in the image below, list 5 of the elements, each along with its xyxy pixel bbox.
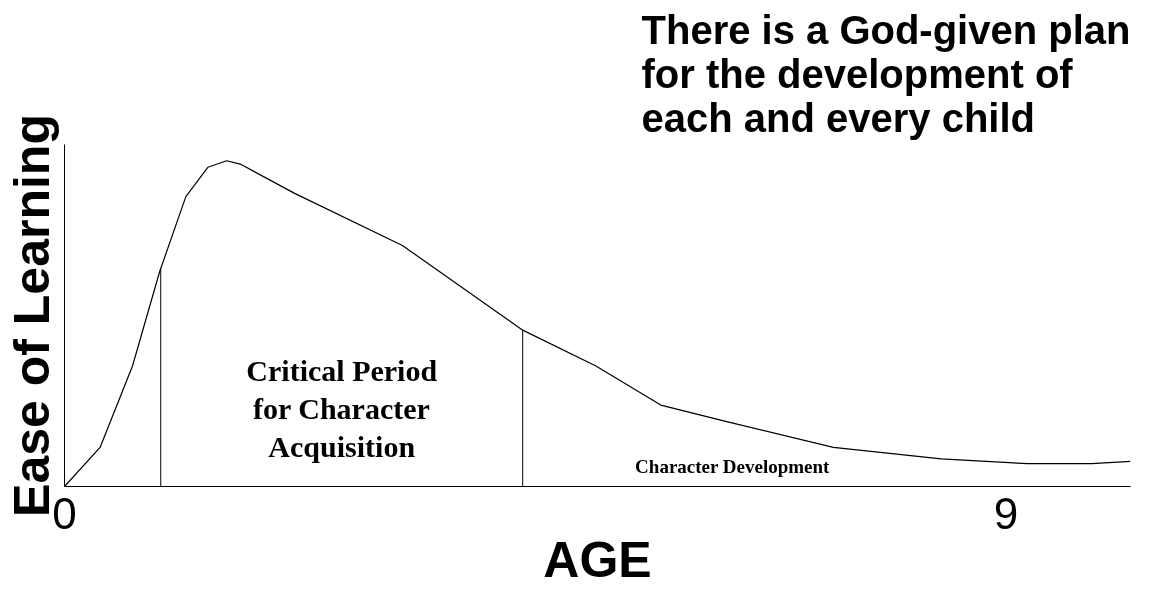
annotation: Critical Period for Character Acquisition [246, 353, 438, 463]
x-tick-label: 9 [993, 488, 1019, 538]
x-axis-title: AGE [543, 531, 652, 588]
annotation: Character Development [635, 456, 831, 478]
chart-title: There is a God-given plan for the development of each and every child [641, 7, 1131, 140]
